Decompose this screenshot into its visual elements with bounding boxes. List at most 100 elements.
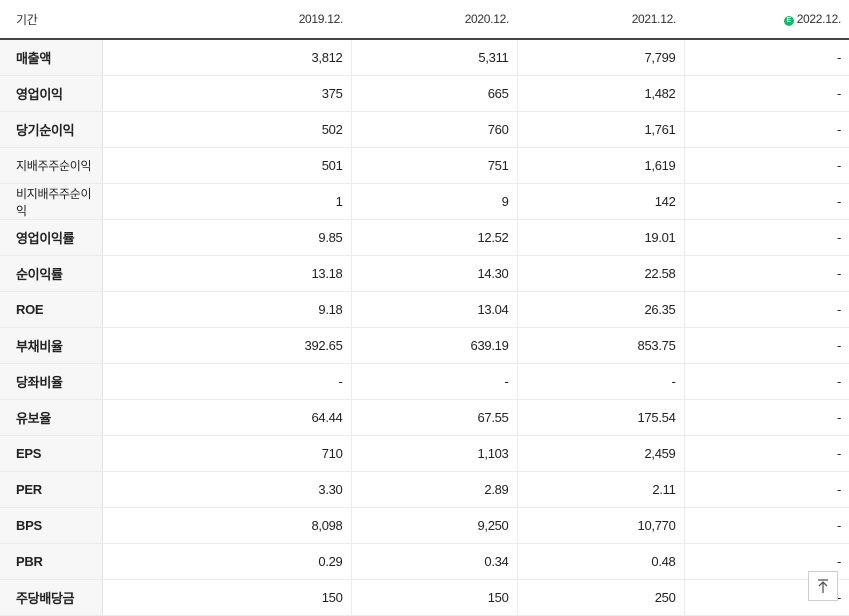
table-cell: - (351, 363, 518, 400)
table-cell: 12.52 (351, 219, 518, 256)
table-cell: 501 (102, 147, 352, 184)
row-label: ROE (0, 291, 103, 328)
table-row: 당기순이익 502 760 1,761- (0, 111, 849, 148)
table-cell: 9,250 (351, 507, 518, 544)
table-cell: 2.89 (351, 471, 518, 508)
table-cell: - (684, 75, 849, 112)
table-row: BPS 8,098 9,250 10,770- (0, 507, 849, 544)
table-cell: - (684, 111, 849, 148)
table-cell: - (684, 471, 849, 508)
table-cell: 1 (102, 183, 352, 220)
table-cell: 853.75 (517, 327, 685, 364)
table-cell: 150 (351, 579, 518, 616)
table-cell: - (684, 219, 849, 256)
table-row: ROE 9.18 13.04 26.35- (0, 291, 849, 328)
table-cell: 3,812 (102, 39, 352, 76)
table-cell: - (684, 147, 849, 184)
table-row: 부채비율 392.65 639.19 853.75- (0, 327, 849, 364)
table-cell: 9 (351, 183, 518, 220)
row-label: 비지배주주순이익 (0, 183, 103, 220)
table-cell: 14.30 (351, 255, 518, 292)
table-cell: 9.18 (102, 291, 352, 328)
row-label: 당좌비율 (0, 363, 103, 400)
table-cell: 175.54 (517, 399, 685, 436)
table-cell: 10,770 (517, 507, 685, 544)
row-label: 지배주주순이익 (0, 147, 103, 184)
table-cell: 665 (351, 75, 518, 112)
table-cell: - (684, 435, 849, 472)
table-cell: - (684, 183, 849, 220)
table-row: 매출액 3,812 5,311 7,799- (0, 39, 849, 76)
table-row: 비지배주주순이익 1 9 142- (0, 183, 849, 220)
row-label: 유보율 (0, 399, 103, 436)
row-label: PER (0, 471, 103, 508)
table-cell: 13.18 (102, 255, 352, 292)
table-cell: 8,098 (102, 507, 352, 544)
table-cell: - (684, 39, 849, 76)
row-label: 영업이익률 (0, 219, 103, 256)
table-cell: - (684, 255, 849, 292)
table-cell: 7,799 (517, 39, 685, 76)
table-cell: - (684, 363, 849, 400)
row-label: EPS (0, 435, 103, 472)
table-row: PBR 0.29 0.34 0.48- (0, 543, 849, 580)
table-row: 영업이익률 9.85 12.52 19.01- (0, 219, 849, 256)
table-cell: - (684, 327, 849, 364)
table-cell: 2,459 (517, 435, 685, 472)
period-header-label: 기간 (0, 0, 102, 40)
table-cell: 19.01 (517, 219, 685, 256)
row-label: 당기순이익 (0, 111, 103, 148)
table-cell: - (517, 363, 685, 400)
table-cell: 0.34 (351, 543, 518, 580)
table-row: 유보율 64.44 67.55 175.54- (0, 399, 849, 436)
table-cell: 392.65 (102, 327, 352, 364)
row-label: 영업이익 (0, 75, 103, 112)
period-header-estimate: E 2022.12. (684, 0, 849, 40)
table-row: 영업이익 375 665 1,482- (0, 75, 849, 112)
table-cell: 26.35 (517, 291, 685, 328)
period-header: 2021.12. (517, 0, 684, 40)
table-cell: 751 (351, 147, 518, 184)
table-cell: 0.48 (517, 543, 685, 580)
table-cell: 639.19 (351, 327, 518, 364)
table-row: 순이익률 13.18 14.30 22.58- (0, 255, 849, 292)
table-cell: - (684, 399, 849, 436)
table-cell: 1,619 (517, 147, 685, 184)
table-cell: 13.04 (351, 291, 518, 328)
period-header: 2019.12. (102, 0, 351, 40)
scroll-to-top-button[interactable] (808, 571, 838, 601)
period-header-label-estimate: 2022.12. (796, 12, 842, 26)
table-cell: 710 (102, 435, 352, 472)
table-cell: 3.30 (102, 471, 352, 508)
table-cell: 1,761 (517, 111, 685, 148)
table-cell: 760 (351, 111, 518, 148)
row-label: 매출액 (0, 39, 103, 76)
table-cell: 5,311 (351, 39, 518, 76)
table-cell: 250 (517, 579, 685, 616)
table-cell: 1,482 (517, 75, 685, 112)
table-row: 당좌비율 - - - - (0, 363, 849, 400)
table-row: PER 3.30 2.89 2.11- (0, 471, 849, 508)
row-label: BPS (0, 507, 103, 544)
table-cell: 64.44 (102, 399, 352, 436)
table-cell: 9.85 (102, 219, 352, 256)
table-row: EPS 710 1,103 2,459- (0, 435, 849, 472)
table-cell: - (684, 507, 849, 544)
table-cell: - (102, 363, 352, 400)
row-label: PBR (0, 543, 103, 580)
table-cell: 142 (517, 183, 685, 220)
table-row: 주당배당금 150 150 250- (0, 579, 849, 616)
table-cell: 2.11 (517, 471, 685, 508)
table-row: 지배주주순이익 501 751 1,619- (0, 147, 849, 184)
table-cell: 1,103 (351, 435, 518, 472)
table-cell: - (684, 291, 849, 328)
table-cell: 502 (102, 111, 352, 148)
row-label: 주당배당금 (0, 579, 103, 616)
estimate-badge-icon: E (783, 16, 794, 26)
row-label: 부채비율 (0, 327, 103, 364)
table-cell: 375 (102, 75, 352, 112)
table-cell: 0.29 (102, 543, 352, 580)
table-cell: 22.58 (517, 255, 685, 292)
row-label: 순이익률 (0, 255, 103, 292)
